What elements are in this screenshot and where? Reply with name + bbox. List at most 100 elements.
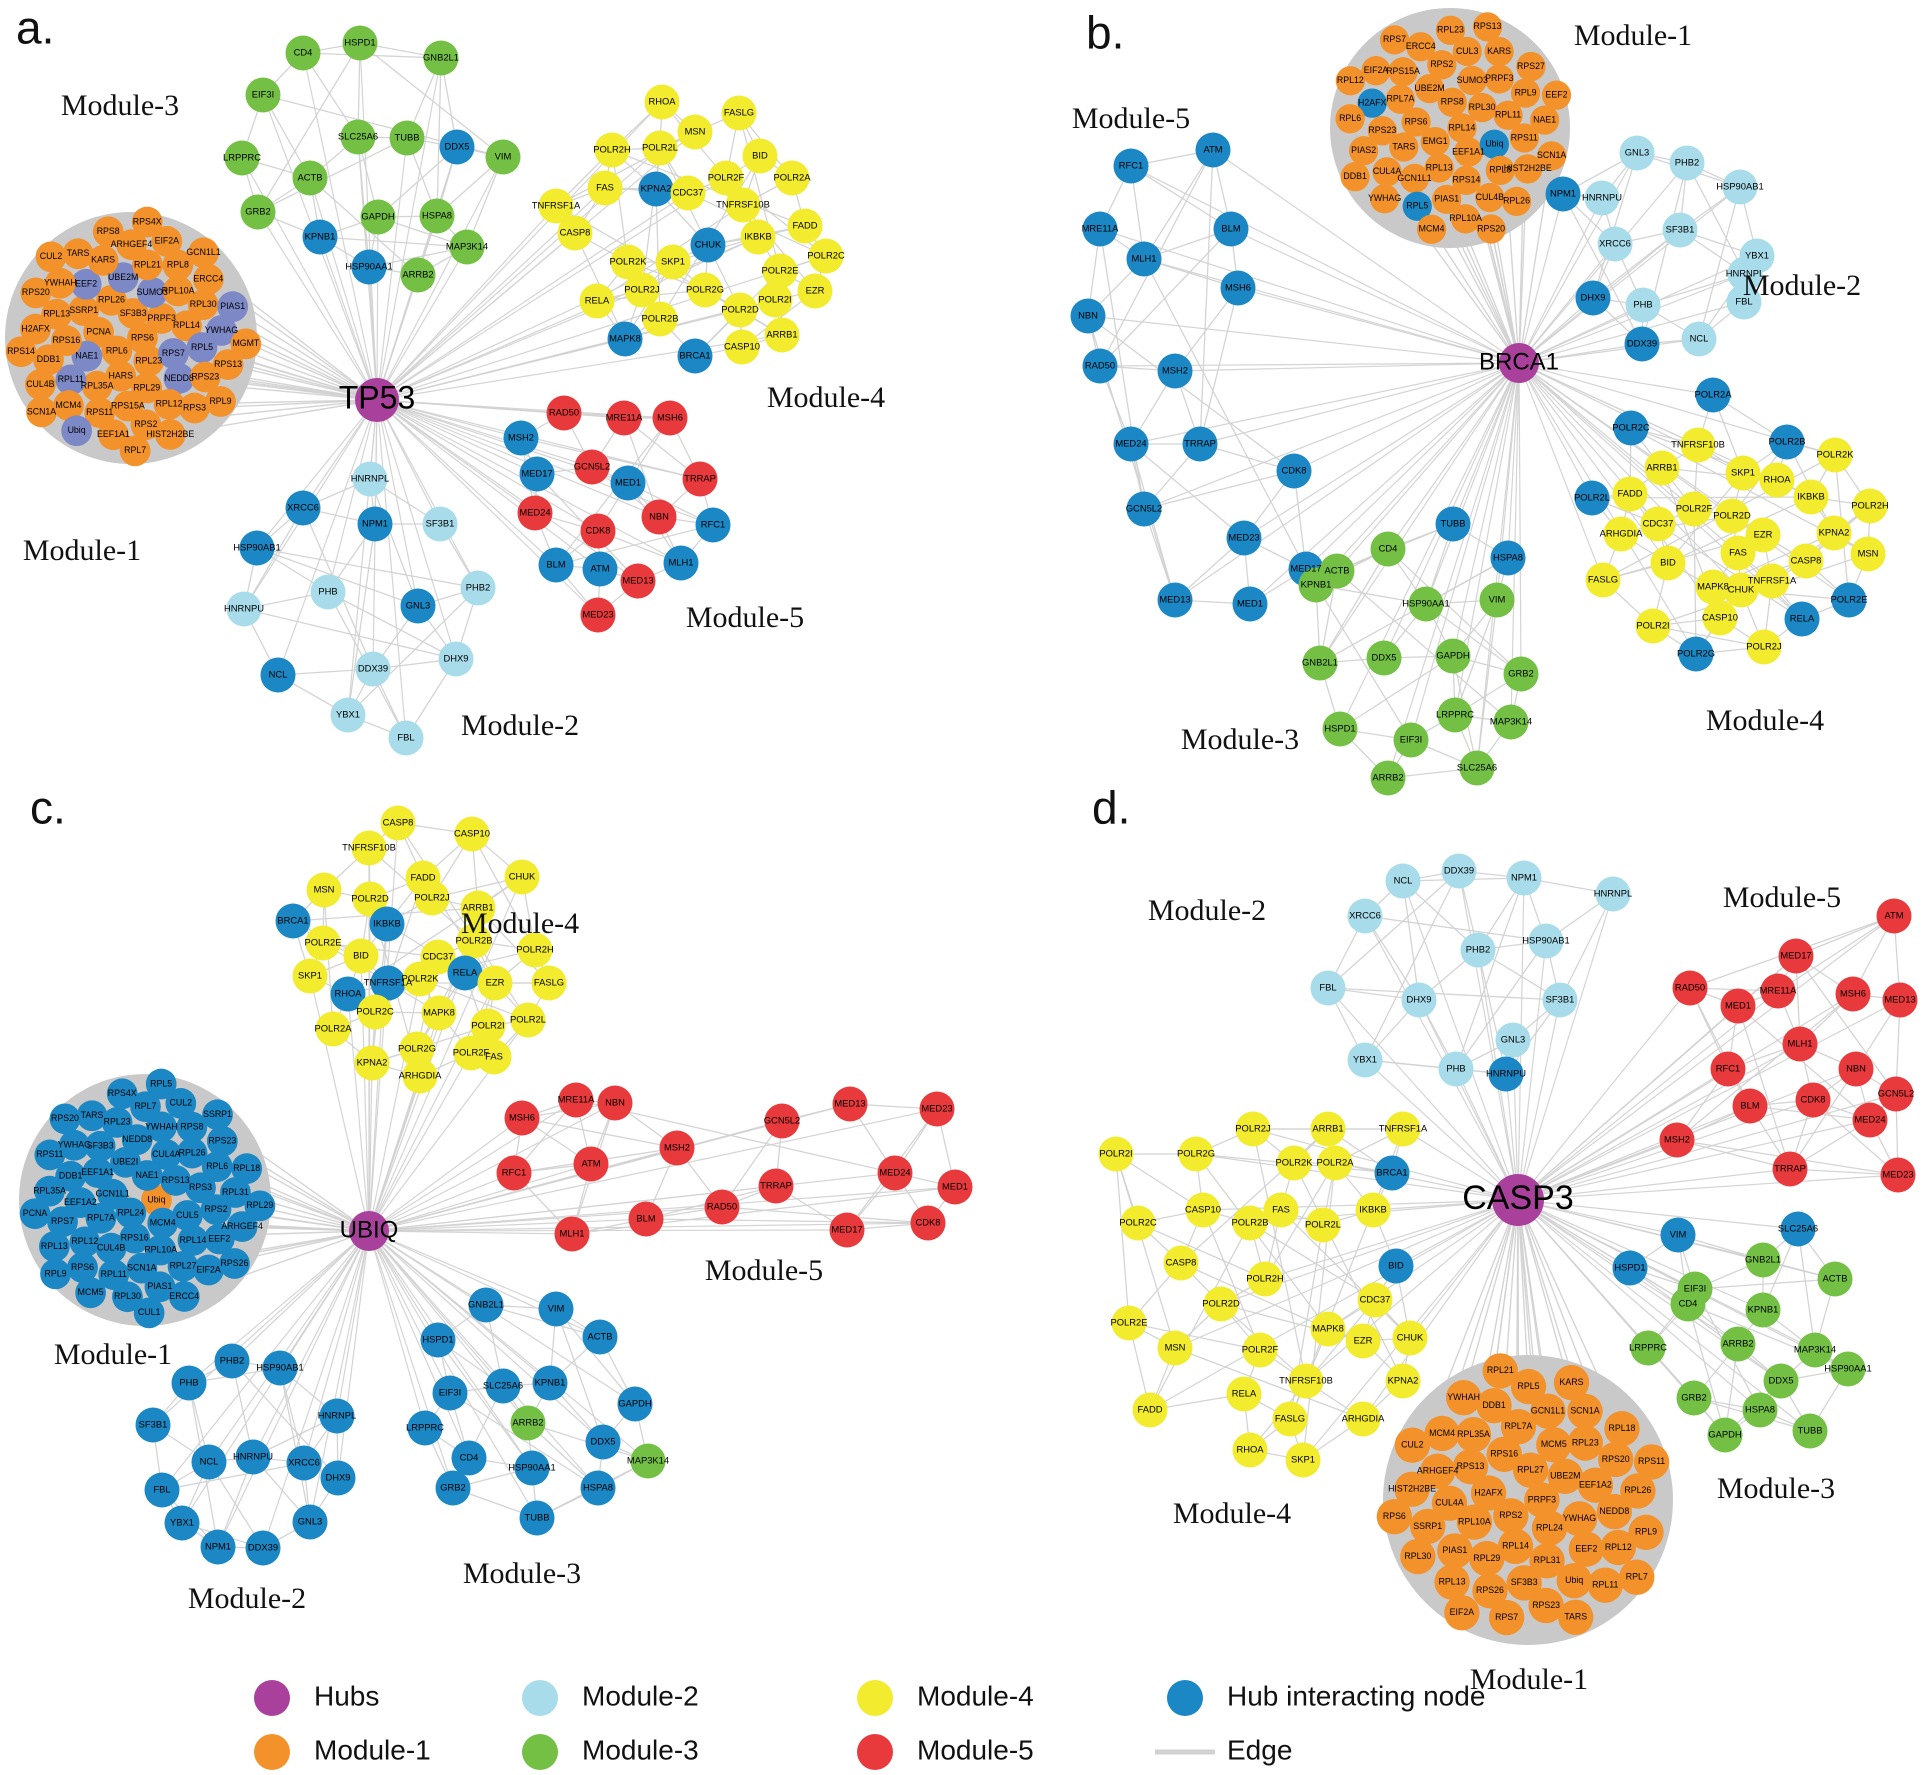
gene-node[interactable] <box>451 1440 487 1476</box>
gene-node[interactable] <box>191 1444 227 1480</box>
gene-node[interactable] <box>40 1258 71 1290</box>
gene-node[interactable] <box>708 160 744 196</box>
gene-node[interactable] <box>1444 1595 1480 1631</box>
gene-node[interactable] <box>1497 1528 1534 1565</box>
gene-node[interactable] <box>725 187 761 223</box>
gene-node[interactable] <box>1399 163 1430 194</box>
hub-node[interactable] <box>355 378 399 422</box>
gene-node[interactable] <box>1585 562 1621 598</box>
gene-node[interactable] <box>330 976 366 1012</box>
gene-node[interactable] <box>1782 1026 1818 1062</box>
gene-node[interactable] <box>107 262 139 294</box>
gene-node[interactable] <box>1676 491 1712 527</box>
gene-node[interactable] <box>82 1157 114 1188</box>
gene-node[interactable] <box>1536 1427 1572 1463</box>
gene-node[interactable] <box>407 1410 443 1446</box>
gene-node[interactable] <box>1452 36 1482 67</box>
gene-node[interactable] <box>574 449 610 485</box>
gene-node[interactable] <box>1437 1533 1473 1569</box>
gene-node[interactable] <box>1680 427 1716 463</box>
gene-node[interactable] <box>1361 56 1391 86</box>
gene-node[interactable] <box>1367 116 1397 146</box>
gene-node[interactable] <box>84 1130 116 1162</box>
gene-node[interactable] <box>503 420 539 456</box>
gene-node[interactable] <box>1556 1562 1592 1599</box>
gene-node[interactable] <box>360 199 396 235</box>
gene-node[interactable] <box>1625 287 1661 323</box>
gene-node[interactable] <box>1305 1207 1341 1243</box>
gene-node[interactable] <box>1678 636 1714 672</box>
gene-node[interactable] <box>1345 1401 1381 1437</box>
gene-node[interactable] <box>1472 12 1503 42</box>
gene-node[interactable] <box>1157 1330 1193 1366</box>
gene-node[interactable] <box>240 194 276 230</box>
gene-node[interactable] <box>160 1165 192 1196</box>
gene-node[interactable] <box>53 390 84 421</box>
gene-node[interactable] <box>1817 437 1853 473</box>
gene-node[interactable] <box>1506 860 1542 896</box>
gene-node[interactable] <box>519 456 555 492</box>
gene-node[interactable] <box>34 1139 66 1171</box>
gene-node[interactable] <box>1635 608 1671 644</box>
gene-node[interactable] <box>496 1155 532 1191</box>
gene-node[interactable] <box>162 249 194 281</box>
gene-node[interactable] <box>1484 37 1514 67</box>
gene-node[interactable] <box>1493 1498 1529 1534</box>
gene-node[interactable] <box>380 805 416 841</box>
gene-node[interactable] <box>330 697 366 733</box>
gene-node[interactable] <box>438 641 474 677</box>
gene-node[interactable] <box>1488 1599 1525 1636</box>
gene-node[interactable] <box>1503 656 1539 692</box>
gene-node[interactable] <box>1727 256 1763 292</box>
gene-node[interactable] <box>1488 1056 1524 1092</box>
gene-node[interactable] <box>81 370 113 402</box>
gene-node[interactable] <box>1495 1022 1531 1058</box>
gene-node[interactable] <box>1434 1564 1470 1600</box>
gene-node[interactable] <box>1528 1587 1564 1624</box>
gene-node[interactable] <box>919 1091 955 1127</box>
gene-node[interactable] <box>343 938 379 974</box>
gene-node[interactable] <box>20 277 52 309</box>
gene-node[interactable] <box>617 1386 653 1422</box>
gene-node[interactable] <box>1490 540 1526 576</box>
gene-node[interactable] <box>1792 1413 1828 1449</box>
gene-node[interactable] <box>292 958 328 994</box>
gene-node[interactable] <box>606 400 642 436</box>
gene-node[interactable] <box>742 138 778 174</box>
gene-node[interactable] <box>1432 184 1462 215</box>
gene-node[interactable] <box>1612 476 1648 512</box>
gene-node[interactable] <box>1132 1392 1168 1428</box>
gene-node[interactable] <box>193 1254 224 1286</box>
legend-swatch[interactable] <box>254 1734 290 1770</box>
gene-node[interactable] <box>1357 88 1387 118</box>
gene-node[interactable] <box>165 1088 197 1119</box>
gene-node[interactable] <box>214 1343 250 1379</box>
gene-node[interactable] <box>131 206 163 238</box>
gene-node[interactable] <box>877 1155 913 1191</box>
gene-node[interactable] <box>432 1375 468 1411</box>
gene-node[interactable] <box>517 495 553 531</box>
gene-node[interactable] <box>224 140 260 176</box>
gene-node[interactable] <box>1506 1565 1542 1601</box>
gene-node[interactable] <box>35 241 67 273</box>
gene-node[interactable] <box>262 1350 298 1386</box>
gene-node[interactable] <box>176 1137 208 1169</box>
gene-node[interactable] <box>1760 973 1796 1009</box>
gene-node[interactable] <box>1485 155 1515 185</box>
gene-node[interactable] <box>112 1281 143 1313</box>
gene-node[interactable] <box>1650 545 1686 581</box>
gene-node[interactable] <box>607 321 643 357</box>
gene-node[interactable] <box>1355 1192 1391 1228</box>
gene-node[interactable] <box>1445 1379 1482 1416</box>
gene-node[interactable] <box>1220 270 1256 306</box>
gene-node[interactable] <box>357 506 393 542</box>
gene-node[interactable] <box>690 227 726 263</box>
gene-node[interactable] <box>1567 1425 1603 1461</box>
gene-node[interactable] <box>1640 506 1676 542</box>
gene-node[interactable] <box>388 720 424 756</box>
gene-node[interactable] <box>1113 148 1149 184</box>
gene-node[interactable] <box>624 272 660 308</box>
gene-node[interactable] <box>1402 191 1432 221</box>
gene-node[interactable] <box>740 219 776 255</box>
gene-node[interactable] <box>1547 1458 1583 1494</box>
